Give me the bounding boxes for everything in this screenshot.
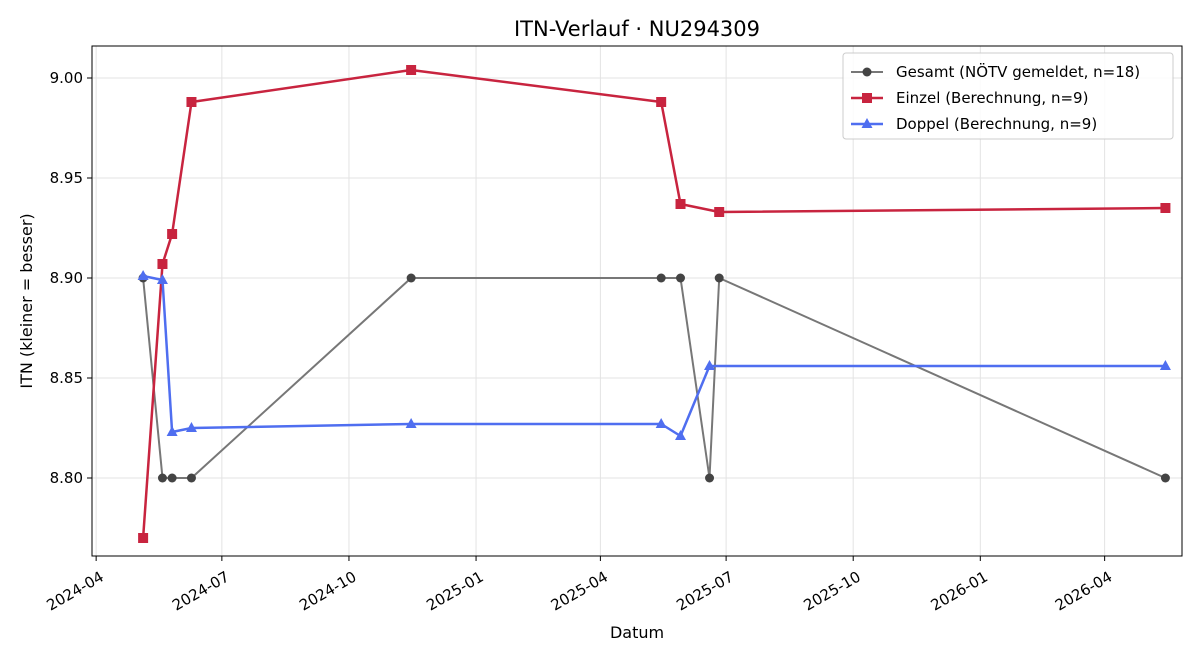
data-point-doppel bbox=[1159, 360, 1171, 370]
y-tick-label: 8.90 bbox=[50, 269, 83, 287]
data-point-doppel bbox=[166, 426, 178, 436]
data-point-gesamt bbox=[186, 473, 196, 483]
data-point-einzel bbox=[406, 65, 417, 75]
data-point-gesamt bbox=[676, 273, 686, 283]
series-layer bbox=[137, 65, 1171, 543]
data-point-einzel bbox=[1160, 203, 1171, 213]
series-einzel bbox=[138, 65, 1171, 543]
x-tick-label: 2025-10 bbox=[801, 568, 864, 615]
x-axis-title: Datum bbox=[610, 623, 664, 642]
data-point-doppel bbox=[655, 418, 667, 428]
legend-label-doppel: Doppel (Berechnung, n=9) bbox=[896, 115, 1097, 133]
y-tick-label: 8.85 bbox=[50, 369, 83, 387]
legend: Gesamt (NÖTV gemeldet, n=18) Einzel (Bere… bbox=[842, 52, 1174, 140]
data-point-gesamt bbox=[406, 273, 416, 283]
data-point-einzel bbox=[186, 97, 197, 107]
data-point-doppel bbox=[137, 270, 149, 280]
y-tick-label: 8.80 bbox=[50, 469, 83, 487]
y-axis: 8.80 8.85 8.90 8.95 9.00 bbox=[50, 69, 92, 487]
x-tick-label: 2025-07 bbox=[673, 568, 736, 615]
x-tick-label: 2026-04 bbox=[1052, 568, 1115, 615]
chart-title: ITN-Verlauf · NU294309 bbox=[514, 17, 760, 41]
series-line-einzel bbox=[141, 68, 1166, 539]
data-point-einzel bbox=[656, 97, 667, 107]
data-point-gesamt bbox=[157, 473, 167, 483]
legend-box bbox=[842, 52, 1174, 140]
x-tick-label: 2024-10 bbox=[296, 568, 359, 615]
data-point-einzel bbox=[157, 259, 168, 269]
data-point-gesamt bbox=[167, 473, 177, 483]
data-point-doppel bbox=[405, 418, 417, 428]
x-tick-label: 2025-04 bbox=[548, 568, 611, 615]
data-point-gesamt bbox=[656, 273, 666, 283]
data-point-gesamt bbox=[714, 273, 724, 283]
legend-marker-einzel bbox=[862, 93, 872, 103]
y-axis-title: ITN (kleiner = besser) bbox=[17, 213, 36, 388]
x-tick-label: 2026-01 bbox=[928, 568, 991, 615]
data-point-doppel bbox=[675, 430, 687, 440]
x-axis: 2024-04 2024-07 2024-10 2025-01 2025-04 2025-… bbox=[43, 556, 1115, 615]
data-point-doppel bbox=[156, 274, 168, 284]
x-tick-label: 2024-04 bbox=[43, 568, 106, 615]
y-tick-label: 9.00 bbox=[50, 69, 83, 87]
data-point-gesamt bbox=[1160, 473, 1170, 483]
x-tick-label: 2024-07 bbox=[169, 568, 232, 615]
legend-items: Gesamt (NÖTV gemeldet, n=18) Einzel (Bere… bbox=[851, 62, 1140, 133]
data-point-doppel bbox=[704, 360, 716, 370]
legend-label-einzel: Einzel (Berechnung, n=9) bbox=[896, 89, 1088, 107]
series-gesamt bbox=[138, 273, 1170, 483]
legend-marker-doppel bbox=[861, 118, 873, 128]
data-point-einzel bbox=[714, 207, 725, 217]
series-doppel bbox=[137, 270, 1171, 440]
plot-frame bbox=[91, 45, 1183, 557]
data-point-gesamt bbox=[705, 473, 715, 483]
y-tick-label: 8.95 bbox=[50, 169, 83, 187]
data-point-einzel bbox=[167, 229, 178, 239]
series-line-gesamt bbox=[142, 277, 1166, 479]
x-tick-label: 2025-01 bbox=[423, 568, 486, 615]
data-point-doppel bbox=[185, 422, 197, 432]
data-point-einzel bbox=[675, 199, 686, 209]
series-line-doppel bbox=[142, 274, 1166, 438]
legend-marker-gesamt bbox=[862, 67, 872, 77]
legend-label-gesamt: Gesamt (NÖTV gemeldet, n=18) bbox=[896, 62, 1140, 81]
data-point-einzel bbox=[138, 533, 149, 543]
